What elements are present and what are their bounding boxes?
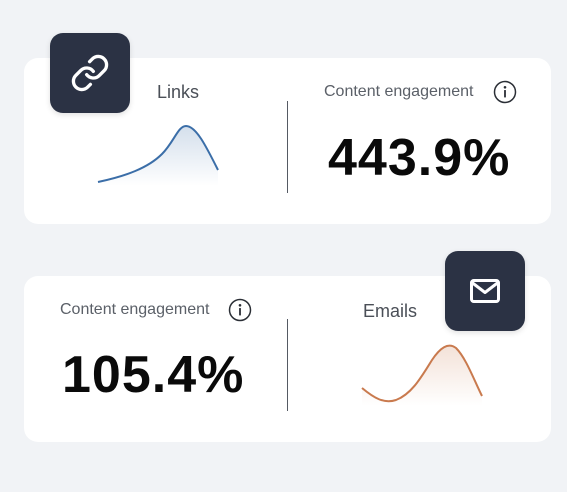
card-divider (287, 101, 288, 193)
info-icon[interactable] (228, 298, 252, 322)
link-icon (50, 33, 130, 113)
links-sparkline (97, 124, 219, 186)
links-card: Links Content engagement 443.9% (24, 58, 551, 224)
metric-value: 105.4% (62, 346, 245, 404)
emails-sparkline (361, 344, 483, 406)
metric-value: 443.9% (328, 129, 511, 187)
mail-icon (445, 251, 525, 331)
links-title: Links (156, 82, 200, 102)
metric-label: Content engagement (324, 83, 474, 100)
emails-title: Emails (362, 301, 417, 321)
info-icon[interactable] (493, 80, 517, 104)
metric-label: Content engagement (60, 301, 210, 318)
card-divider (287, 319, 288, 411)
